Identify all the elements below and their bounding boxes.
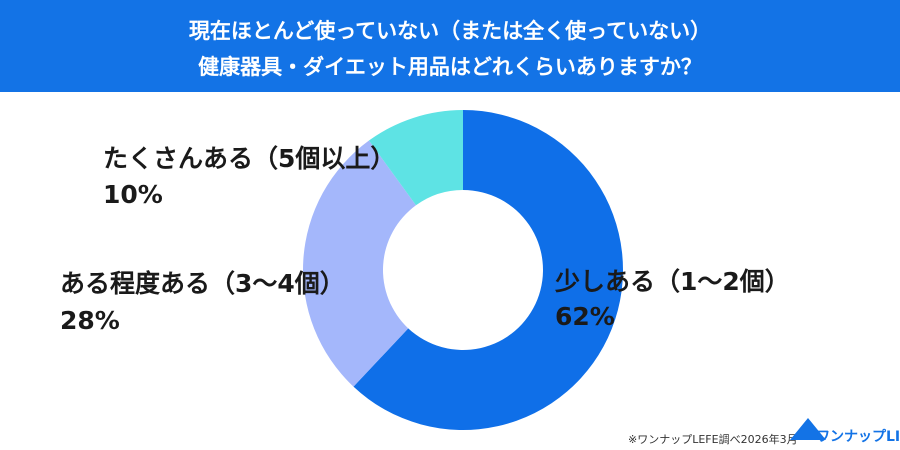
donut-segment (353, 110, 624, 430)
source-note: ※ワンナップLEFE調べ2026年3月 (628, 432, 798, 446)
segment-label: ある程度ある（3〜4個） (60, 269, 345, 298)
logo-mark (790, 418, 826, 440)
donut-segment (303, 140, 416, 387)
chart-title: 現在ほとんど使っていない（または全く使っていない） (189, 19, 711, 43)
donut-segment (368, 110, 463, 206)
header-band (0, 0, 900, 92)
value-label: 10% (103, 180, 163, 209)
logo: ワンナップLIFE (816, 429, 900, 445)
value-label: 62% (555, 302, 615, 331)
segment-label: 少しある（1〜2個） (554, 267, 790, 296)
chart-title: 健康器具・ダイエット用品はどれくらいありますか？ (198, 55, 702, 79)
value-label: 28% (60, 306, 120, 335)
segment-label: たくさんある（5個以上） (103, 144, 395, 173)
